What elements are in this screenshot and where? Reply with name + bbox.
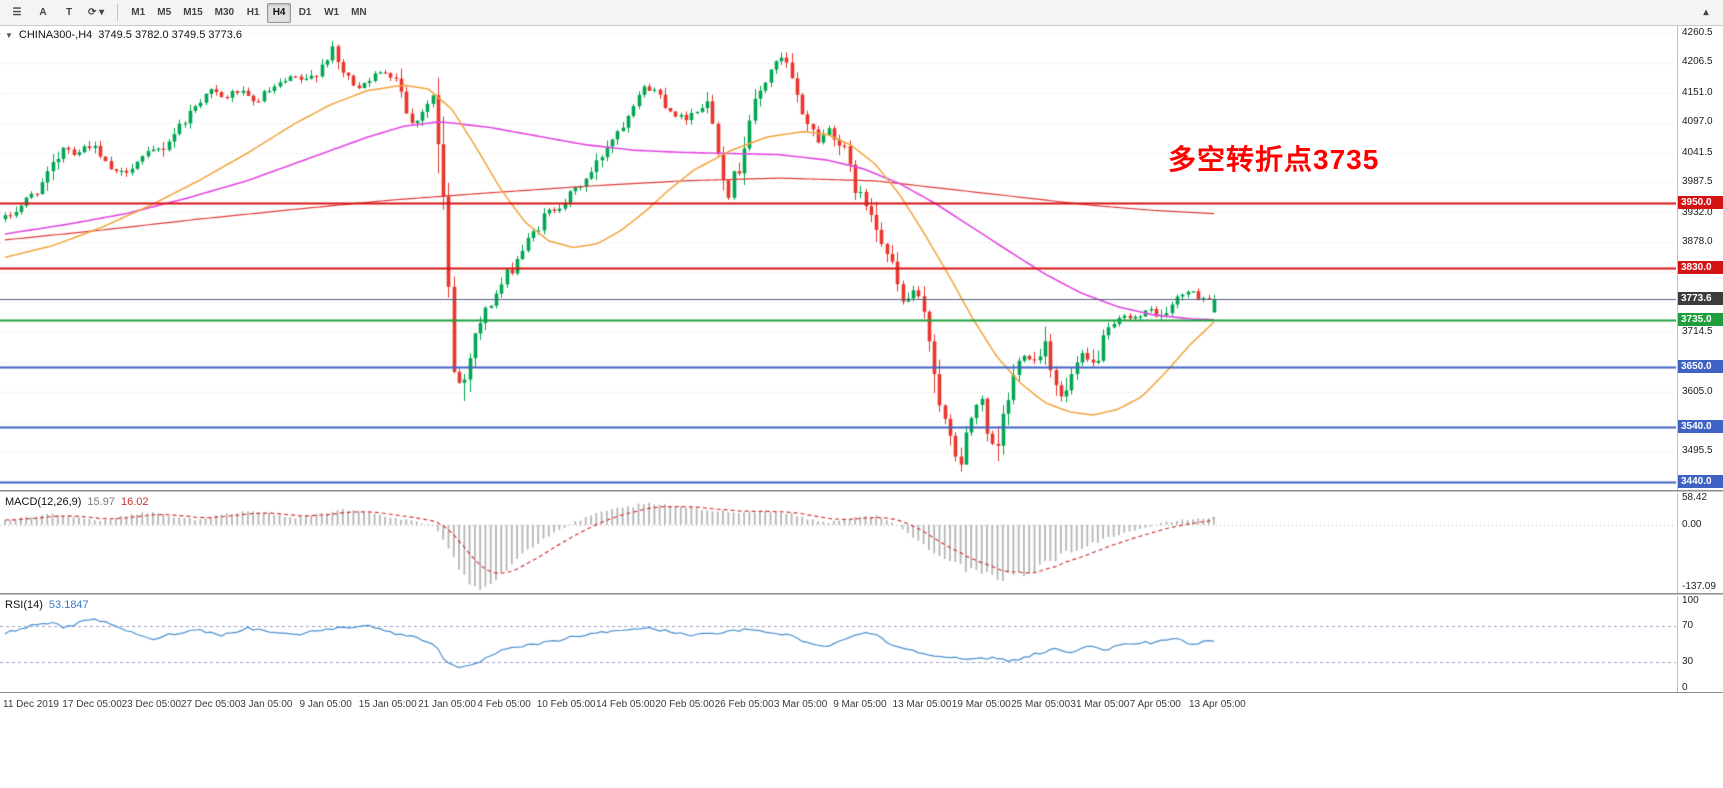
ohlc-values: 3749.5 3782.0 3749.5 3773.6 bbox=[98, 29, 243, 41]
price-axis-label: 3878.0 bbox=[1682, 236, 1713, 248]
timeframe-h4-button[interactable]: H4 bbox=[267, 2, 292, 23]
toolbar-separator bbox=[117, 4, 119, 21]
rsi-axis-label: 30 bbox=[1682, 655, 1694, 667]
rsi-axis[interactable]: 100 70 30 0 bbox=[1677, 596, 1723, 692]
price-axis-label: 4041.5 bbox=[1682, 146, 1713, 158]
macd-axis-label: -137.09 bbox=[1682, 581, 1716, 593]
rsi-axis-label: 0 bbox=[1682, 682, 1688, 692]
time-axis[interactable]: 11 Dec 2019 17 Dec 05:00 23 Dec 05:00 27 De… bbox=[0, 695, 1723, 717]
timeframe-d1-button[interactable]: D1 bbox=[293, 3, 317, 23]
time-axis-label: 14 Feb 05:00 bbox=[596, 699, 655, 710]
rsi-axis-label: 70 bbox=[1682, 620, 1694, 632]
chart-annotation: 多空转折点3735 bbox=[1168, 144, 1380, 175]
macd-axis[interactable]: 58.42 0.00 -137.09 bbox=[1677, 493, 1723, 593]
macd-signal-value: 16.02 bbox=[120, 496, 149, 508]
time-axis-label: 7 Apr 05:00 bbox=[1129, 699, 1181, 710]
time-axis-label: 19 Mar 05:00 bbox=[951, 699, 1011, 710]
price-level-badge: 3440.0 bbox=[1678, 474, 1723, 488]
cycle-symbols-button[interactable]: ⟳ ▾ bbox=[83, 3, 109, 23]
bottom-whitespace bbox=[0, 717, 1723, 788]
timeframe-w1-button[interactable]: W1 bbox=[319, 3, 344, 23]
price-level-badge: 3950.0 bbox=[1678, 195, 1723, 209]
toolbar-icon-group: ☰ A T ⟳ ▾ bbox=[4, 3, 110, 23]
rsi-info: RSI(14) 53.1847 bbox=[5, 599, 89, 611]
macd-axis-label: 0.00 bbox=[1682, 518, 1702, 530]
rsi-value: 53.1847 bbox=[48, 599, 89, 611]
price-axis-label: 4206.5 bbox=[1682, 56, 1713, 68]
price-axis-label: 4151.0 bbox=[1682, 86, 1713, 98]
toolbar-overflow-button[interactable]: ▴ bbox=[1694, 3, 1718, 23]
timeframe-m1-button[interactable]: M1 bbox=[126, 3, 150, 23]
macd-main-value: 15.97 bbox=[87, 496, 115, 508]
timeframe-m15-button[interactable]: M15 bbox=[178, 3, 207, 23]
rsi-panel: RSI(14) 53.1847 100 70 30 0 bbox=[0, 596, 1723, 692]
price-axis-label: 3714.5 bbox=[1682, 325, 1713, 337]
time-axis-label: 3 Jan 05:00 bbox=[240, 699, 293, 710]
time-axis-label: 11 Dec 2019 bbox=[3, 699, 59, 710]
timeframe-mn-button[interactable]: MN bbox=[346, 3, 372, 23]
current-price-badge: 3773.6 bbox=[1678, 292, 1723, 306]
time-axis-label: 3 Mar 05:00 bbox=[773, 699, 828, 710]
time-axis-label: 26 Feb 05:00 bbox=[714, 699, 774, 710]
time-axis-label: 13 Apr 05:00 bbox=[1189, 699, 1246, 710]
price-chart-canvas[interactable] bbox=[0, 26, 1676, 490]
macd-canvas[interactable] bbox=[0, 493, 1676, 593]
collapse-icon[interactable]: ▼ bbox=[5, 30, 13, 40]
panel-separator[interactable] bbox=[0, 692, 1723, 694]
macd-axis-label: 58.42 bbox=[1682, 493, 1708, 504]
price-axis-label: 3495.5 bbox=[1682, 445, 1713, 457]
price-chart-panel: ▼ CHINA300-,H4 3749.5 3782.0 3749.5 3773… bbox=[0, 26, 1723, 490]
annotate-a-button[interactable]: A bbox=[31, 3, 55, 23]
time-axis-label: 15 Jan 05:00 bbox=[358, 699, 417, 710]
text-tool-button[interactable]: T bbox=[57, 3, 81, 23]
time-axis-label: 27 Dec 05:00 bbox=[180, 699, 241, 710]
price-level-badge: 3830.0 bbox=[1678, 261, 1723, 275]
time-axis-label: 20 Feb 05:00 bbox=[655, 699, 715, 710]
timeframe-m5-button[interactable]: M5 bbox=[152, 3, 176, 23]
time-axis-label: 13 Mar 05:00 bbox=[892, 699, 952, 710]
price-axis-label: 3987.5 bbox=[1682, 176, 1713, 188]
time-axis-label: 4 Feb 05:00 bbox=[477, 699, 531, 710]
macd-info: MACD(12,26,9) 15.97 16.02 bbox=[5, 496, 148, 508]
time-axis-label: 21 Jan 05:00 bbox=[418, 699, 476, 710]
timeframe-m30-button[interactable]: M30 bbox=[210, 3, 239, 23]
price-level-badge: 3735.0 bbox=[1678, 313, 1723, 327]
price-axis-label: 4260.5 bbox=[1682, 26, 1713, 38]
chart-list-button[interactable]: ☰ bbox=[5, 3, 29, 23]
rsi-canvas[interactable] bbox=[0, 596, 1676, 692]
panel-separator[interactable] bbox=[0, 490, 1723, 493]
time-axis-label: 25 Mar 05:00 bbox=[1011, 699, 1071, 710]
chart-symbol-info: ▼ CHINA300-,H4 3749.5 3782.0 3749.5 3773… bbox=[5, 29, 242, 41]
timeframe-h1-button[interactable]: H1 bbox=[241, 3, 265, 23]
time-axis-label: 23 Dec 05:00 bbox=[121, 699, 182, 710]
rsi-axis-label: 100 bbox=[1682, 596, 1699, 606]
price-level-badge: 3650.0 bbox=[1678, 359, 1723, 373]
time-axis-label: 31 Mar 05:00 bbox=[1070, 699, 1130, 710]
rsi-title: RSI(14) bbox=[5, 599, 43, 611]
time-axis-label: 17 Dec 05:00 bbox=[62, 699, 122, 710]
timeframe-button-group: M1 M5 M15 M30 H1 H4 D1 W1 MN bbox=[125, 2, 372, 23]
panel-separator[interactable] bbox=[0, 593, 1723, 596]
time-axis-label: 9 Jan 05:00 bbox=[299, 699, 352, 710]
time-axis-label: 10 Feb 05:00 bbox=[536, 699, 596, 710]
symbol-label: CHINA300-,H4 bbox=[18, 29, 93, 41]
time-axis-label: 9 Mar 05:00 bbox=[833, 699, 887, 710]
price-axis-label: 4097.0 bbox=[1682, 116, 1713, 128]
toolbar: ☰ A T ⟳ ▾ M1 M5 M15 M30 H1 H4 D1 W1 MN ▴ bbox=[0, 0, 1723, 26]
price-axis-label: 3932.0 bbox=[1682, 206, 1713, 218]
macd-title: MACD(12,26,9) bbox=[5, 496, 82, 508]
price-level-badge: 3540.0 bbox=[1678, 420, 1723, 434]
price-axis-label: 3605.0 bbox=[1682, 385, 1713, 397]
price-axis[interactable]: 4260.5 4206.5 4151.0 4097.0 4041.5 3987.5 3932… bbox=[1677, 26, 1723, 490]
macd-panel: MACD(12,26,9) 15.97 16.02 58.42 0.00 -137.… bbox=[0, 493, 1723, 593]
